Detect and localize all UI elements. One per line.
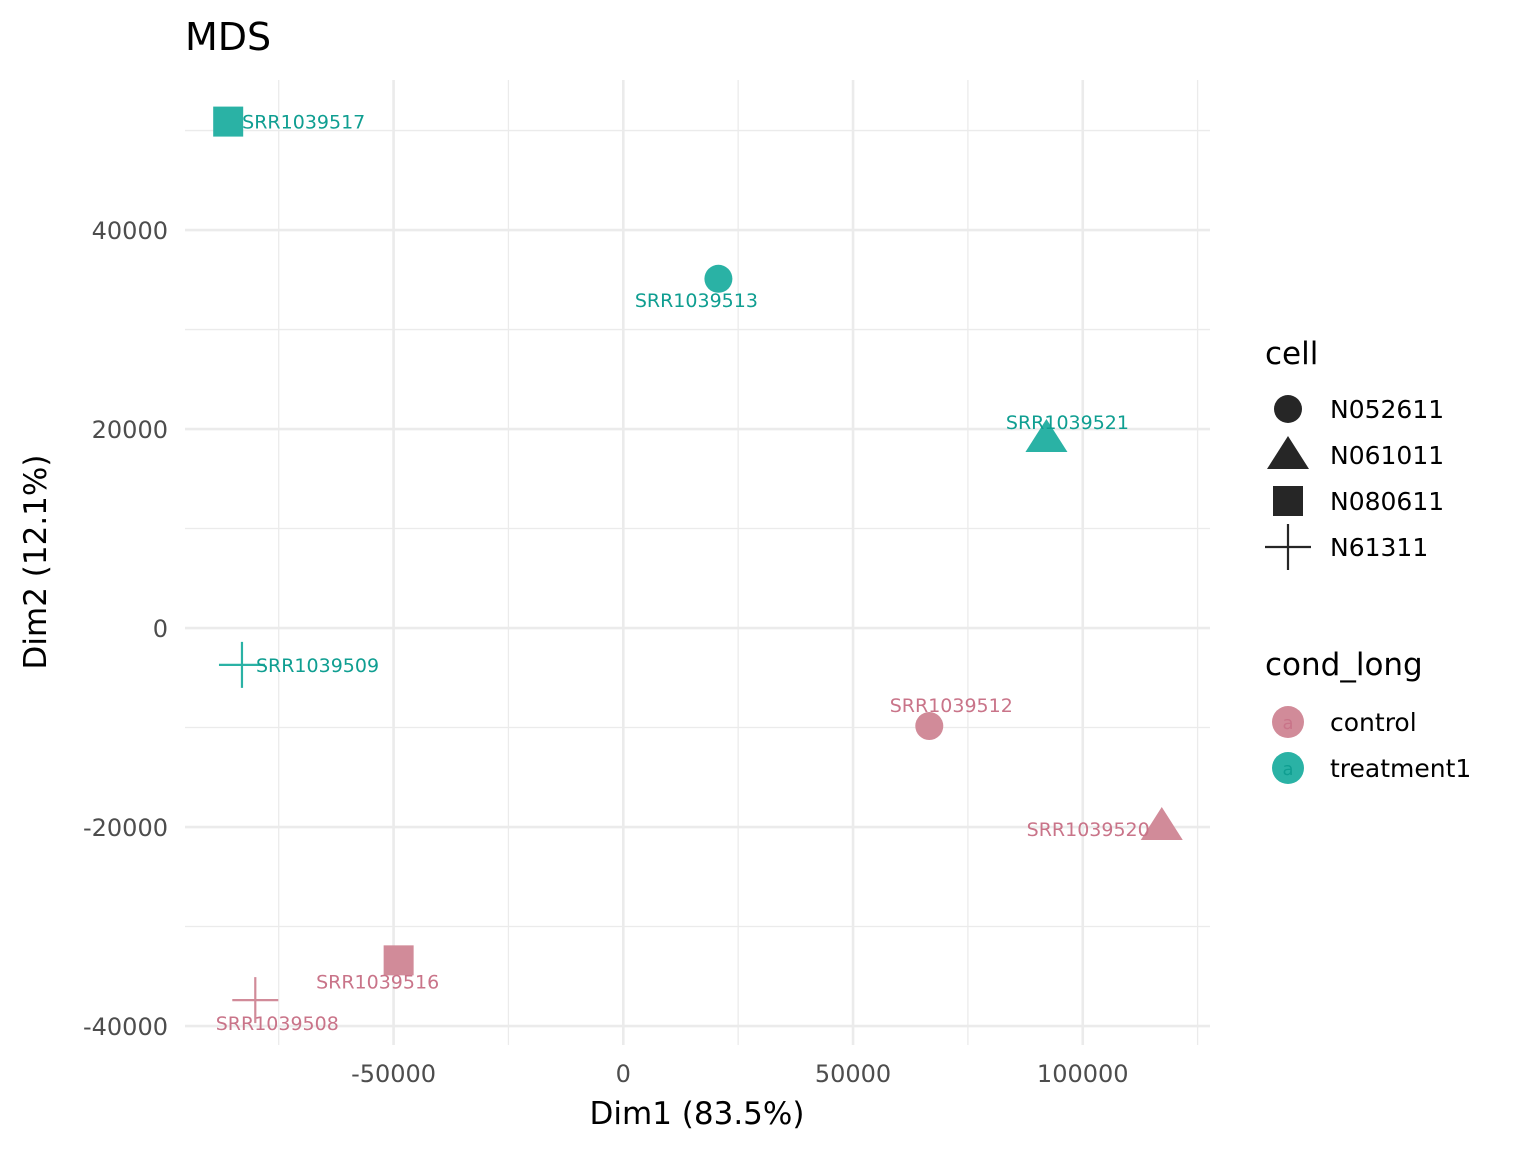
- legend-key-circle: [1272, 752, 1304, 784]
- legend-label: control: [1330, 708, 1417, 737]
- x-axis-ticks: -50000 0 50000 100000: [351, 1060, 1128, 1088]
- data-point-label: SRR1039520: [1027, 819, 1150, 841]
- data-point-label: SRR1039516: [316, 971, 439, 993]
- y-tick-label: 40000: [92, 217, 168, 245]
- data-point: [915, 712, 944, 741]
- data-point-label: SRR1039517: [242, 112, 365, 134]
- legend-key-triangle: [1267, 436, 1309, 469]
- data-point: [704, 264, 733, 293]
- data-point: [232, 977, 279, 1024]
- points: [213, 106, 1183, 1024]
- data-point: [213, 106, 244, 137]
- data-point: [218, 641, 265, 688]
- legend-key-glyph: a: [1282, 759, 1293, 780]
- legend-key-plus: [1265, 524, 1311, 570]
- legend-label: treatment1: [1330, 754, 1471, 783]
- data-point: [383, 945, 414, 976]
- chart-title: MDS: [185, 15, 271, 59]
- y-axis-title: Dim2 (12.1%): [18, 455, 54, 670]
- legend-key-circle: [1272, 706, 1304, 738]
- data-point-label: SRR1039509: [256, 655, 379, 677]
- legend-label: N052611: [1330, 395, 1444, 424]
- x-tick-label: 0: [616, 1060, 631, 1088]
- data-point: [1025, 418, 1068, 452]
- legend-key-square: [1273, 486, 1303, 516]
- x-axis-title: Dim1 (83.5%): [590, 1096, 805, 1132]
- legend-key-circle: [1274, 395, 1302, 423]
- legend-title-cond-long: cond_long: [1265, 647, 1423, 683]
- x-tick-label: 50000: [815, 1060, 891, 1088]
- y-tick-label: 0: [153, 615, 168, 643]
- data-point-label: SRR1039508: [216, 1013, 339, 1035]
- x-tick-label: -50000: [351, 1060, 436, 1088]
- legend-label: N061011: [1330, 441, 1444, 470]
- point-labels: SRR1039508 SRR1039509 SRR1039512 SRR1039513…: [216, 112, 1150, 1036]
- y-tick-label: -20000: [83, 814, 168, 842]
- grid: [185, 80, 1210, 1045]
- legend-title-cell: cell: [1265, 336, 1318, 372]
- data-point-label: SRR1039512: [890, 695, 1013, 717]
- data-point-label: SRR1039513: [635, 290, 758, 312]
- legend-key-glyph: a: [1282, 713, 1293, 734]
- legend-label: N080611: [1330, 487, 1444, 516]
- legend: cell N052611 N061011 N080611 N61311 cond_long…: [1265, 336, 1471, 784]
- x-tick-label: 100000: [1037, 1060, 1129, 1088]
- y-tick-label: 20000: [92, 416, 168, 444]
- legend-label: N61311: [1330, 533, 1428, 562]
- y-tick-label: -40000: [83, 1013, 168, 1041]
- y-axis-ticks: -40000 -20000 0 20000 40000: [83, 217, 168, 1041]
- data-point: [1140, 807, 1183, 841]
- data-point-label: SRR1039521: [1006, 412, 1129, 434]
